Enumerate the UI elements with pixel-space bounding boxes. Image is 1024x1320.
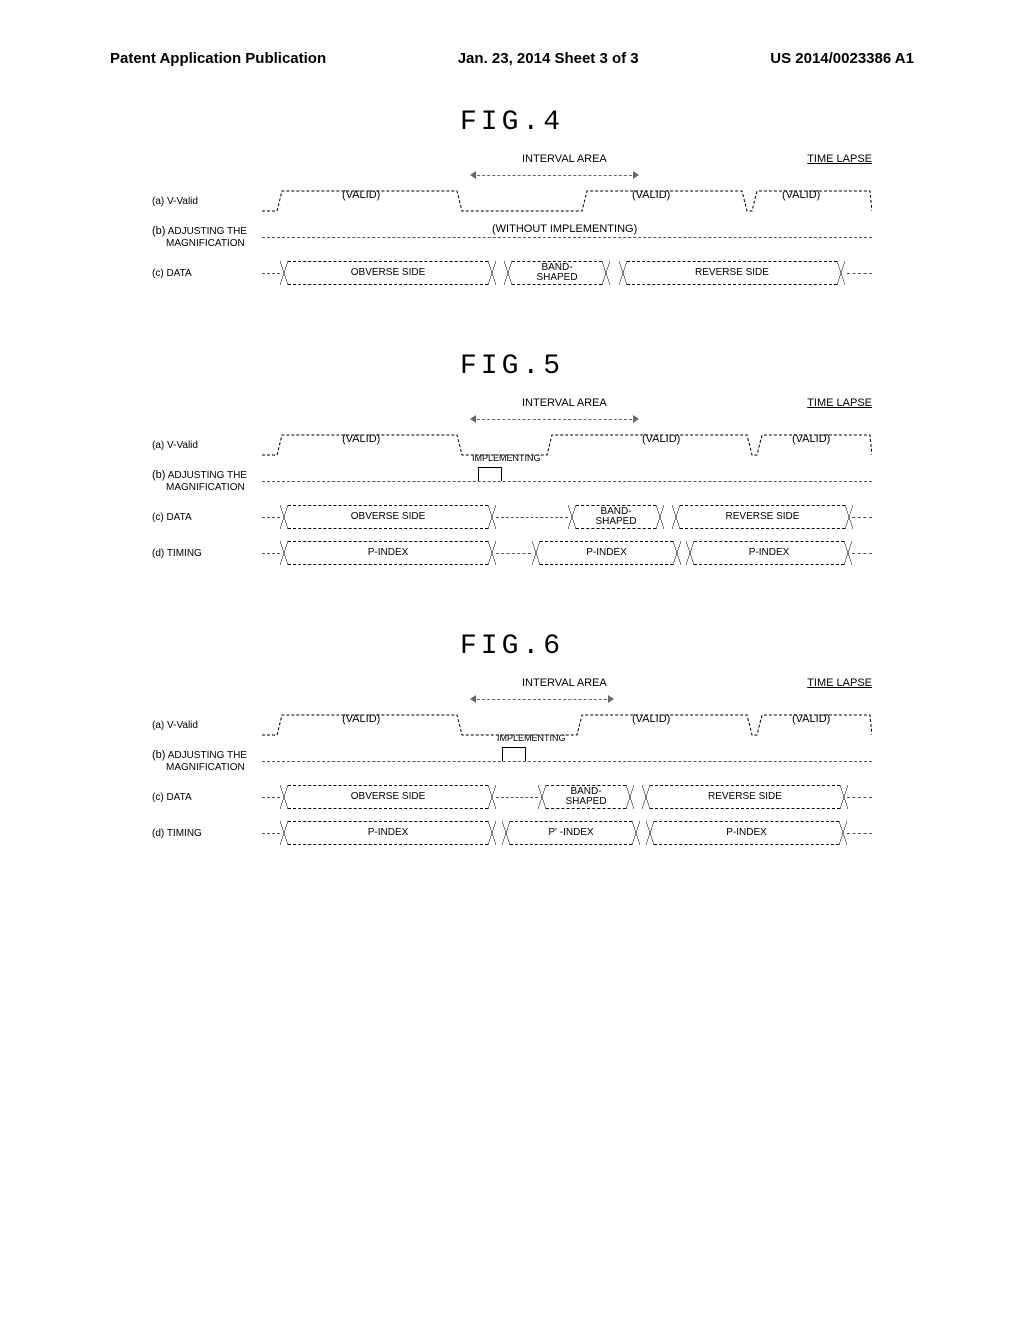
wire-icon [262,553,280,554]
interval-area-label: INTERVAL AREA [522,397,607,409]
timing-1: P-INDEX [288,821,488,845]
interval-arrow-icon [472,695,612,705]
wire-icon [262,797,280,798]
vvalid-label: (a) V-Valid [152,440,198,451]
fig6-diagram: INTERVAL AREA TIME LAPSE (a) V-Valid (VA… [152,677,872,851]
wire-icon [496,797,538,798]
data-label: (c) DATA [152,792,192,803]
valid-3: (VALID) [792,713,830,725]
data-reverse: REVERSE SIDE [627,261,837,285]
valid-2: (VALID) [642,433,680,445]
adjust-prefix: (b) [152,749,165,761]
time-lapse-label: TIME LAPSE [807,397,872,409]
wire-icon [262,273,280,274]
data-label: (c) DATA [152,512,192,523]
interval-arrow-icon [472,171,637,181]
adjust-prefix: (b) [152,225,165,237]
fig5-diagram: INTERVAL AREA TIME LAPSE (a) V-Valid (VA… [152,397,872,571]
timing-label: (d) TIMING [152,548,202,559]
valid-3: (VALID) [792,433,830,445]
fig4-diagram: INTERVAL AREA TIME LAPSE (a) V-Valid (VA… [152,153,872,291]
adjust-l2: MAGNIFICATION [166,762,245,773]
fig4-row-data: (c) DATA OBVERSE SIDE BAND-SHAPED REVERS… [152,255,872,291]
implementing-label: IMPLEMENTING [497,733,566,743]
timing-3: P-INDEX [654,821,839,845]
valid-2: (VALID) [632,189,670,201]
valid-1: (VALID) [342,433,380,445]
fig6-row-timing: (d) TIMING P-INDEX P' -INDEX P-INDEX [152,815,872,851]
fig5-row-adjust: (b) ADJUSTING THE MAGNIFICATION IMPLEMEN… [152,463,872,499]
wire-icon [262,833,280,834]
timing-label: (d) TIMING [152,828,202,839]
fig4-title: FIG.4 [0,107,1024,138]
data-obverse: OBVERSE SIDE [288,261,488,285]
data-reverse: REVERSE SIDE [680,505,845,529]
wire-icon [847,273,872,274]
wire-icon [852,517,872,518]
adjust-l1: ADJUSTING THE [168,750,247,761]
wire-icon [852,553,872,554]
wire-icon [496,517,568,518]
fig5-title: FIG.5 [0,351,1024,382]
valid-3: (VALID) [782,189,820,201]
adjust-l2: MAGNIFICATION [166,238,245,249]
fig6-row-adjust: (b) ADJUSTING THE MAGNIFICATION IMPLEMEN… [152,743,872,779]
mag-pulse-icon [478,467,502,481]
valid-1: (VALID) [342,189,380,201]
adjust-l1: ADJUSTING THE [168,470,247,481]
adjust-l2: MAGNIFICATION [166,482,245,493]
interval-arrow-icon [472,415,637,425]
wire-icon [847,833,872,834]
header-center: Jan. 23, 2014 Sheet 3 of 3 [458,50,639,67]
interval-area-label: INTERVAL AREA [522,677,607,689]
data-obverse: OBVERSE SIDE [288,785,488,809]
fig6-title: FIG.6 [0,631,1024,662]
data-band: BAND-SHAPED [576,505,656,529]
page-header: Patent Application Publication Jan. 23, … [0,0,1024,77]
fig5-row-timing: (d) TIMING P-INDEX P-INDEX P-INDEX [152,535,872,571]
fig4-row-adjust: (b) ADJUSTING THE MAGNIFICATION (WITHOUT… [152,219,872,255]
vvalid-label: (a) V-Valid [152,196,198,207]
timing-2: P-INDEX [540,541,673,565]
mag-baseline-icon [262,761,872,762]
wire-icon [496,553,531,554]
fig6-row-data: (c) DATA OBVERSE SIDE BAND-SHAPED REVERS… [152,779,872,815]
fig5-row-data: (c) DATA OBVERSE SIDE BAND-SHAPED REVERS… [152,499,872,535]
wire-icon [847,797,872,798]
adjust-l1: ADJUSTING THE [168,226,247,237]
timing-3: P-INDEX [694,541,844,565]
data-band: BAND-SHAPED [546,785,626,809]
header-left: Patent Application Publication [110,50,326,67]
data-obverse: OBVERSE SIDE [288,505,488,529]
mag-baseline-icon [262,481,872,482]
vvalid-label: (a) V-Valid [152,720,198,731]
implementing-label: IMPLEMENTING [472,453,541,463]
valid-1: (VALID) [342,713,380,725]
data-band: BAND-SHAPED [512,261,602,285]
time-lapse-label: TIME LAPSE [807,153,872,165]
fig4-row-vvalid: (a) V-Valid (VALID) (VALID) (VALID) [152,183,872,219]
time-lapse-label: TIME LAPSE [807,677,872,689]
valid-2: (VALID) [632,713,670,725]
wire-icon [262,517,280,518]
interval-area-label: INTERVAL AREA [522,153,607,165]
without-implementing: (WITHOUT IMPLEMENTING) [492,223,637,235]
data-label: (c) DATA [152,268,192,279]
header-right: US 2014/0023386 A1 [770,50,914,67]
timing-2: P' -INDEX [510,821,632,845]
timing-1: P-INDEX [288,541,488,565]
adjust-prefix: (b) [152,469,165,481]
mag-pulse-icon [502,747,526,761]
data-reverse: REVERSE SIDE [650,785,840,809]
mag-baseline-icon [262,237,872,238]
